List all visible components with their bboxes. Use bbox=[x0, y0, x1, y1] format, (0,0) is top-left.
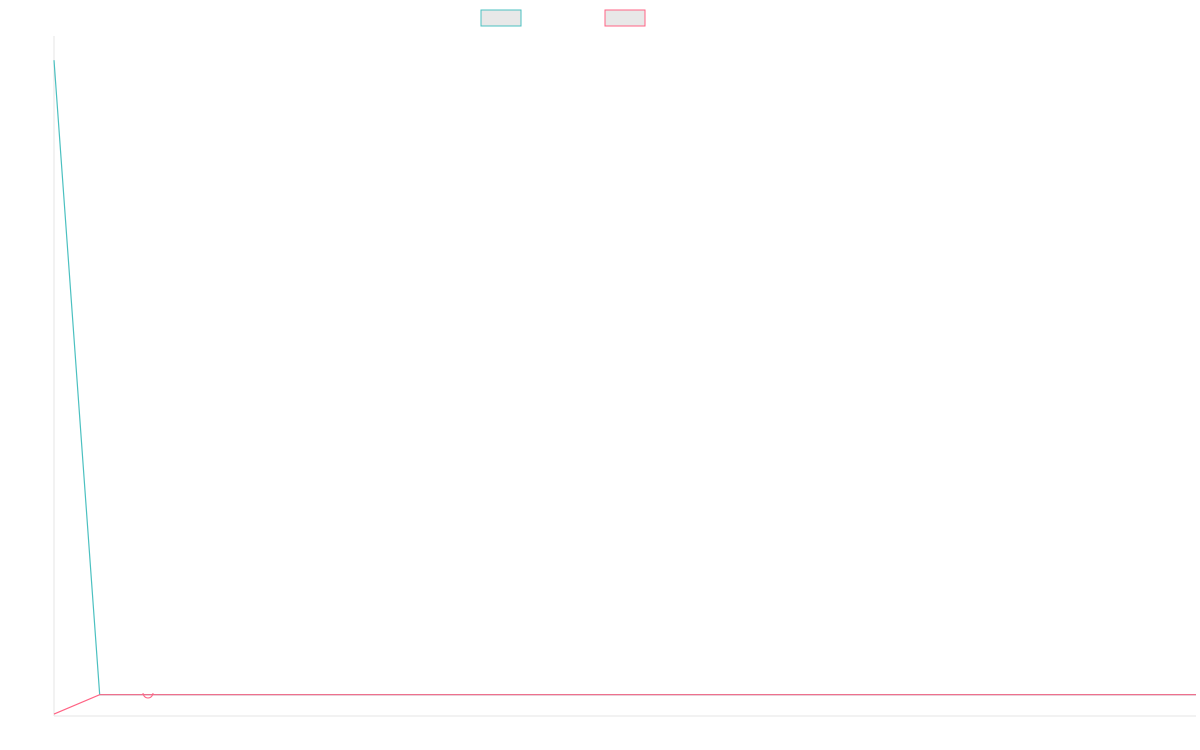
chart-axes bbox=[53, 36, 1196, 717]
series-2-point-marker bbox=[142, 692, 154, 699]
chart-series-layer bbox=[53, 60, 1196, 715]
chart-legend bbox=[480, 9, 646, 27]
legend-swatch-1[interactable] bbox=[480, 9, 522, 27]
series-line-2 bbox=[53, 694, 1196, 715]
legend-swatch-2[interactable] bbox=[604, 9, 646, 27]
series-line-1 bbox=[53, 60, 1196, 696]
